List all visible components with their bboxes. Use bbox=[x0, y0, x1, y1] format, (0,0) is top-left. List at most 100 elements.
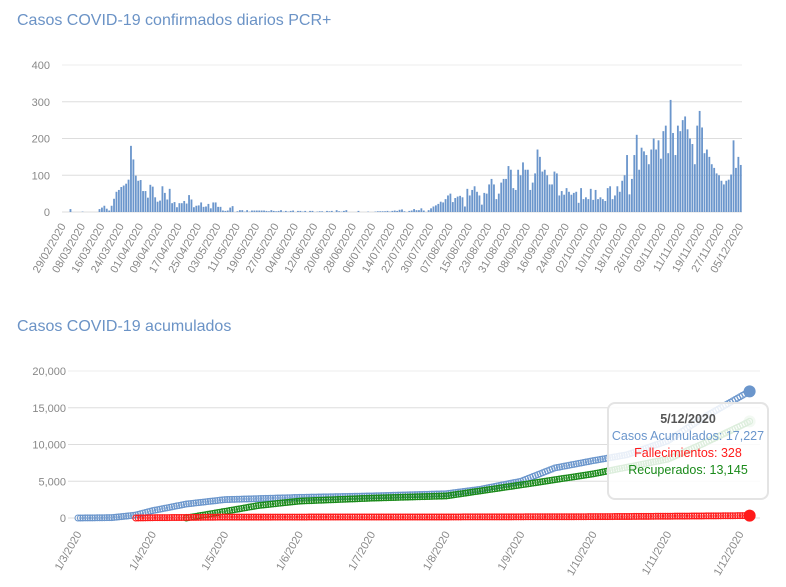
bar bbox=[471, 189, 474, 212]
bar bbox=[449, 193, 452, 212]
series-point-recuperados bbox=[305, 497, 313, 505]
bar bbox=[130, 145, 132, 212]
bar bbox=[543, 169, 546, 212]
series-point-recuperados bbox=[365, 494, 373, 502]
series-point-fallecimientos bbox=[255, 513, 263, 521]
series-point-recuperados bbox=[267, 500, 275, 508]
series-point-recuperados bbox=[281, 499, 289, 507]
series-point-recuperados bbox=[300, 497, 308, 505]
bar bbox=[330, 210, 333, 212]
bar bbox=[125, 183, 128, 212]
series-point-recuperados bbox=[454, 490, 462, 498]
bar bbox=[727, 179, 730, 212]
series-point-recuperados bbox=[399, 493, 407, 501]
series-point-fallecimientos bbox=[522, 513, 530, 521]
series-point-casos-acumulados bbox=[252, 495, 260, 503]
series-point-fallecimientos bbox=[305, 513, 313, 521]
series-point-recuperados bbox=[507, 482, 515, 490]
bar bbox=[497, 193, 500, 212]
bar bbox=[686, 129, 689, 212]
series-point-fallecimientos bbox=[507, 513, 515, 521]
series-point-fallecimientos bbox=[724, 512, 732, 520]
series-point-fallecimientos bbox=[450, 513, 458, 521]
bar bbox=[200, 202, 203, 212]
series-point-fallecimientos bbox=[543, 513, 551, 521]
bar bbox=[272, 210, 275, 212]
series-point-casos-acumulados bbox=[98, 514, 106, 522]
series-point-fallecimientos bbox=[637, 512, 645, 520]
series-point-fallecimientos bbox=[312, 513, 320, 521]
series-point-fallecimientos bbox=[149, 514, 157, 522]
series-point-casos-acumulados bbox=[74, 514, 82, 522]
bar bbox=[292, 210, 295, 212]
bar bbox=[531, 182, 534, 212]
series-point-recuperados bbox=[404, 493, 412, 501]
bar bbox=[555, 173, 558, 212]
bar bbox=[451, 202, 454, 212]
series-point-recuperados bbox=[353, 495, 361, 503]
bar bbox=[318, 211, 321, 212]
bar bbox=[609, 186, 612, 212]
bar bbox=[159, 200, 161, 212]
series-point-recuperados bbox=[356, 495, 364, 503]
bar bbox=[485, 193, 488, 212]
tooltip-casos: Casos Acumulados: 17,227 bbox=[611, 429, 765, 443]
series-point-recuperados bbox=[488, 485, 496, 493]
bar bbox=[241, 210, 244, 212]
series-point-recuperados bbox=[240, 504, 248, 512]
bar bbox=[500, 182, 503, 212]
bar bbox=[647, 164, 650, 212]
bar bbox=[180, 203, 183, 212]
series-point-casos-acumulados bbox=[255, 495, 263, 503]
series-point-fallecimientos bbox=[385, 513, 393, 521]
bar bbox=[560, 191, 563, 212]
bar bbox=[113, 198, 115, 212]
series-point-fallecimientos bbox=[481, 513, 489, 521]
series-point-casos-acumulados bbox=[209, 497, 217, 505]
bar bbox=[679, 131, 682, 212]
series-point-fallecimientos bbox=[707, 512, 715, 520]
series-point-fallecimientos bbox=[182, 513, 190, 521]
series-point-recuperados bbox=[474, 487, 482, 495]
series-point-fallecimientos bbox=[209, 513, 217, 521]
series-point-fallecimientos bbox=[541, 513, 549, 521]
series-point-recuperados bbox=[430, 492, 438, 500]
series-point-casos-acumulados bbox=[91, 514, 99, 522]
series-point-fallecimientos bbox=[697, 512, 705, 520]
bar bbox=[161, 186, 164, 212]
series-point-fallecimientos bbox=[666, 512, 674, 520]
series-point-fallecimientos bbox=[478, 513, 486, 521]
series-point-fallecimientos bbox=[281, 513, 289, 521]
series-point-recuperados bbox=[563, 474, 571, 482]
bar bbox=[737, 156, 740, 212]
series-point-recuperados bbox=[293, 497, 301, 505]
series-point-recuperados bbox=[269, 500, 277, 508]
series-point-fallecimientos bbox=[505, 513, 513, 521]
series-point-recuperados bbox=[279, 499, 287, 507]
series-point-casos-acumulados bbox=[218, 496, 226, 504]
bar bbox=[461, 197, 464, 212]
series-point-fallecimientos bbox=[303, 513, 311, 521]
y-tick-label: 10,000 bbox=[32, 440, 66, 452]
bar bbox=[473, 186, 476, 212]
series-point-fallecimientos bbox=[640, 512, 648, 520]
series-point-fallecimientos bbox=[642, 512, 650, 520]
series-point-recuperados bbox=[368, 494, 376, 502]
bar bbox=[456, 196, 459, 212]
series-point-recuperados bbox=[351, 495, 359, 503]
bar bbox=[321, 211, 324, 212]
y-tick-label: 300 bbox=[32, 97, 50, 109]
bar bbox=[621, 180, 624, 212]
series-point-casos-acumulados bbox=[96, 514, 104, 522]
series-point-recuperados bbox=[575, 472, 583, 480]
series-point-fallecimientos bbox=[457, 513, 465, 521]
bar bbox=[212, 202, 215, 212]
series-point-recuperados bbox=[382, 494, 390, 502]
x-tick-label: 1/7/2020 bbox=[346, 530, 378, 573]
bar bbox=[582, 199, 585, 212]
series-point-recuperados bbox=[344, 495, 352, 503]
series-point-fallecimientos bbox=[247, 513, 255, 521]
bar bbox=[476, 191, 478, 212]
bar bbox=[255, 210, 258, 212]
series-point-recuperados bbox=[308, 497, 316, 505]
